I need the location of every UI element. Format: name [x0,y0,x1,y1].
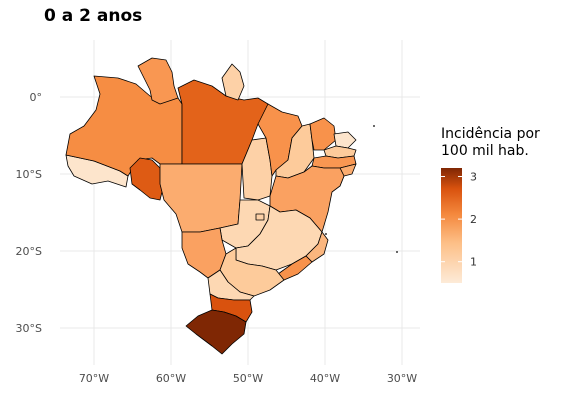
legend-title: Incidência por 100 mil hab. [441,126,540,160]
region-DF [255,213,265,221]
y-tick-label: 30°S [16,322,42,335]
island-dot [325,233,327,235]
x-tick-label: 30°W [387,372,417,385]
region-RS [185,309,247,355]
region-CE [309,117,337,151]
legend-title-line: 100 mil hab. [441,143,529,159]
legend: 1 2 3 [441,168,477,283]
x-tick-label: 50°W [233,372,263,385]
states-layer [65,57,398,355]
legend-tick-label: 2 [470,213,477,226]
region-MT [159,163,243,233]
x-tick-label: 60°W [156,372,186,385]
island-dot [373,125,375,127]
y-tick-label: 10°S [16,168,42,181]
region-RO [129,157,165,201]
y-tick-label: 0° [30,91,43,104]
x-tick-label: 40°W [310,372,340,385]
y-tick-label: 20°S [16,245,42,258]
region-RR [137,57,179,105]
region-AP [221,63,245,101]
region-RN [333,131,357,149]
map-title: 0 a 2 anos [44,6,143,26]
legend-tick-label: 3 [470,171,477,184]
x-tick-label: 70°W [79,372,109,385]
y-axis-ticks: 0° 10°S 20°S 30°S [16,91,42,335]
legend-colorbar [441,168,462,283]
island-dot [396,251,398,253]
legend-title-line: Incidência por [441,126,540,142]
x-axis-ticks: 70°W 60°W 50°W 40°W 30°W [79,372,417,385]
legend-tick-label: 1 [470,256,477,269]
